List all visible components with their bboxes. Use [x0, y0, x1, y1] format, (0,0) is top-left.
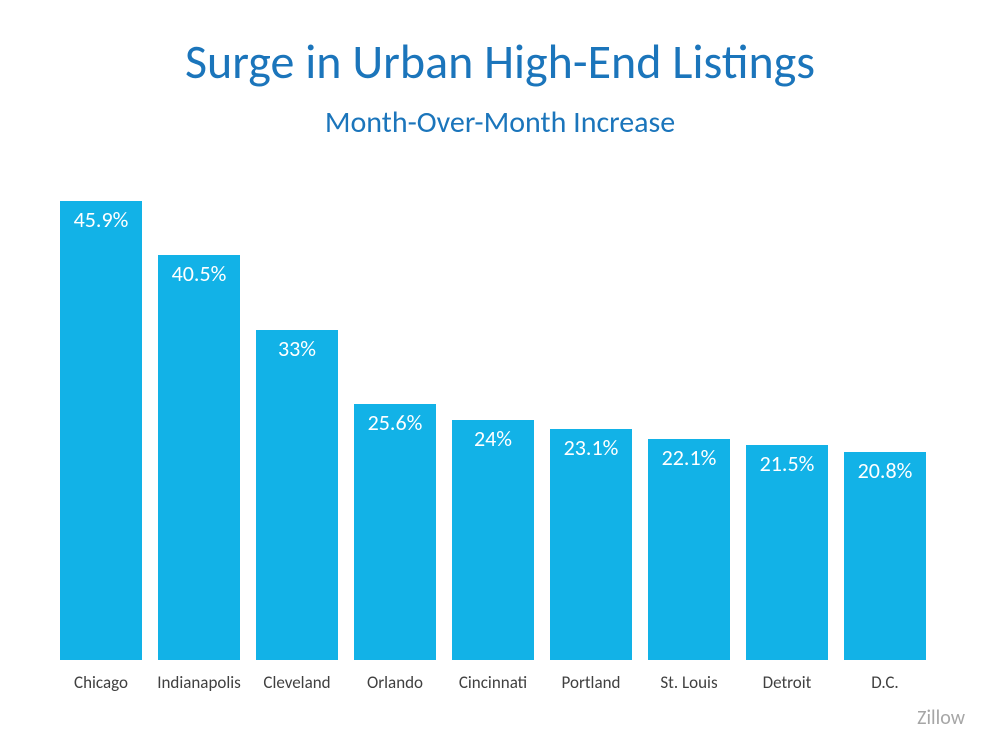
bar [550, 429, 632, 660]
category-label: D.C. [836, 672, 934, 693]
chart-container: Surge in Urban High-End Listings Month-O… [0, 0, 1000, 750]
category-label: Orlando [346, 672, 444, 693]
bar-value-label: 45.9% [60, 206, 142, 233]
bar [158, 255, 240, 660]
category-label: Portland [542, 672, 640, 693]
bar-value-label: 23.1% [550, 434, 632, 461]
category-label: Indianapolis [150, 672, 248, 693]
bar-value-label: 33% [256, 335, 338, 362]
bar [60, 201, 142, 660]
bar [746, 445, 828, 660]
bar [648, 439, 730, 660]
bar-value-label: 22.1% [648, 444, 730, 471]
category-label: Chicago [52, 672, 150, 693]
bar-value-label: 40.5% [158, 260, 240, 287]
chart-subtitle: Month-Over-Month Increase [0, 104, 1000, 141]
chart-title: Surge in Urban High-End Listings [0, 32, 1000, 91]
category-label: St. Louis [640, 672, 738, 693]
category-label: Detroit [738, 672, 836, 693]
category-label: Cleveland [248, 672, 346, 693]
bar-value-label: 24% [452, 425, 534, 452]
bar [256, 330, 338, 660]
bar [354, 404, 436, 660]
bar-value-label: 21.5% [746, 450, 828, 477]
plot-area: 45.9%Chicago40.5%Indianapolis33%Clevelan… [60, 180, 940, 660]
bar [452, 420, 534, 660]
category-label: Cincinnati [444, 672, 542, 693]
source-label: Zillow [917, 706, 965, 730]
bar-value-label: 20.8% [844, 457, 926, 484]
bar-value-label: 25.6% [354, 409, 436, 436]
